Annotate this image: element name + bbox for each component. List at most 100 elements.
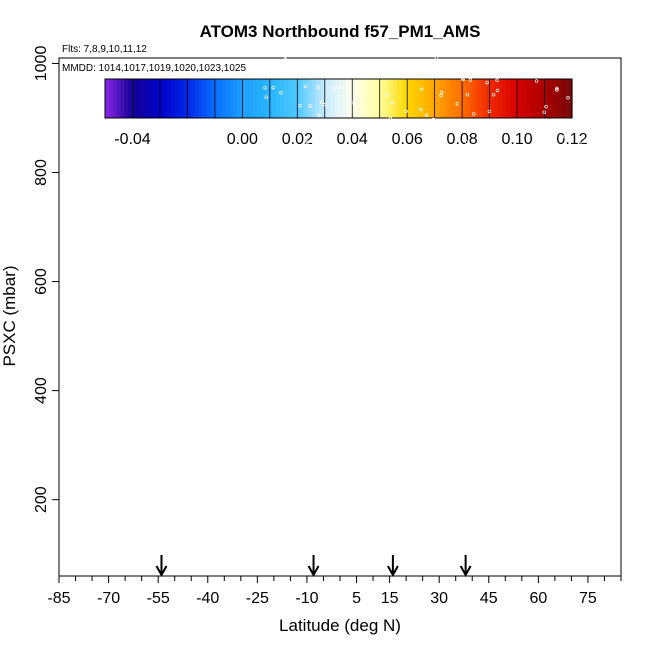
sample-point [305, 281, 310, 285]
sample-point [363, 221, 368, 226]
sample-points [74, 56, 582, 518]
sample-point [357, 294, 361, 299]
sample-point [193, 362, 198, 366]
sample-point [176, 461, 180, 465]
sample-point [115, 420, 119, 424]
colorbar-segment [330, 79, 336, 118]
sample-point [540, 486, 544, 490]
sample-point [307, 391, 312, 396]
y-tick-label: 200 [33, 486, 50, 513]
sample-point [528, 370, 533, 375]
sample-point [498, 413, 503, 418]
sample-point [212, 457, 216, 461]
x-tick-label: 75 [579, 590, 597, 607]
colorbar-segment [513, 79, 519, 118]
sample-point [104, 433, 108, 437]
sample-point [104, 454, 108, 459]
sample-point [491, 283, 495, 288]
latitude-arrows [155, 555, 472, 578]
sample-point [211, 368, 215, 372]
colorbar-segment [221, 79, 227, 118]
sample-point [497, 155, 501, 159]
sample-point [211, 358, 215, 363]
sample-point [518, 228, 522, 232]
sample-point [181, 460, 186, 465]
sample-point [189, 444, 193, 449]
sample-point [473, 175, 477, 180]
x-tick-label: -55 [147, 590, 170, 607]
sample-point [524, 151, 529, 156]
colorbar-segment [365, 79, 371, 118]
sample-point [336, 391, 340, 396]
sample-point [548, 432, 553, 436]
colorbar-segment [190, 79, 196, 118]
sample-point [555, 334, 560, 338]
sample-point [173, 339, 177, 343]
y-tick-label: 600 [33, 268, 50, 295]
sample-point [320, 222, 324, 226]
sample-point [487, 109, 492, 114]
sample-point [217, 514, 221, 518]
sample-point [455, 102, 460, 106]
sample-point [315, 203, 319, 207]
sample-point [369, 454, 373, 459]
sample-point [419, 87, 424, 91]
sample-point [559, 243, 563, 248]
sample-point [540, 360, 545, 365]
sample-point [245, 226, 250, 231]
sample-point [468, 197, 472, 201]
sample-point [531, 428, 535, 432]
sample-point [566, 96, 570, 100]
colorbar-segment [280, 79, 285, 118]
sample-point [181, 325, 186, 330]
sample-point [330, 342, 335, 346]
sample-point [559, 238, 563, 243]
sample-point [434, 56, 439, 60]
sample-point [534, 79, 539, 83]
sample-point [199, 255, 203, 259]
sample-point [503, 311, 507, 316]
sample-point [336, 85, 340, 90]
sample-point [209, 281, 213, 286]
sample-point [458, 72, 463, 77]
sample-point [269, 165, 274, 169]
colorbar-segment [116, 79, 122, 118]
sample-point [158, 479, 162, 483]
sample-point [263, 86, 267, 90]
sample-point [330, 459, 335, 464]
colorbar-segment [455, 79, 460, 118]
colorbar-segment [229, 79, 235, 118]
colorbar-segment [486, 79, 491, 118]
sample-point [230, 321, 235, 326]
sample-point [160, 401, 164, 405]
sample-point [487, 236, 491, 241]
sample-point [540, 487, 544, 492]
sample-point [268, 418, 273, 423]
sample-point [520, 269, 524, 274]
colorbar-segment [128, 79, 133, 118]
sample-point [397, 468, 401, 472]
sample-point [444, 235, 449, 239]
sample-point [491, 92, 496, 97]
colorbar-segment [268, 79, 273, 118]
sample-point [467, 402, 471, 407]
sample-point [201, 308, 206, 312]
sample-point [392, 232, 396, 237]
colorbar-segment [416, 79, 421, 118]
sample-point [292, 214, 296, 219]
sample-point [561, 123, 565, 127]
sample-point [526, 186, 530, 191]
sample-point [206, 320, 210, 324]
colorbar-segment [540, 79, 546, 118]
x-tick-label: 30 [430, 590, 448, 607]
sample-point [532, 423, 537, 428]
colorbar-tick-label: 0.02 [282, 131, 313, 148]
arrow-head [387, 565, 399, 578]
sample-point [379, 136, 383, 141]
sample-point [419, 421, 423, 426]
colorbar-segment [369, 79, 375, 118]
sample-point [158, 511, 163, 515]
colorbar-segment [272, 79, 277, 118]
colorbar-segment [463, 79, 468, 118]
colorbar-segment [494, 79, 499, 118]
